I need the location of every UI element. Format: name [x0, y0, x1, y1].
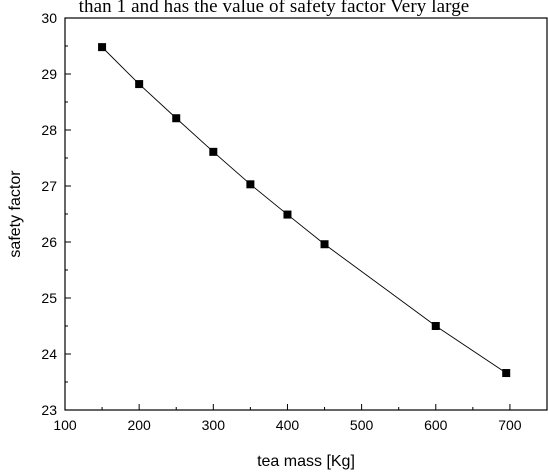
- axis-ticks: [64, 17, 511, 411]
- x-tick-label: 500: [350, 417, 374, 433]
- series-markers: [98, 43, 511, 378]
- series-line: [101, 46, 507, 374]
- data-point: [246, 180, 255, 189]
- y-axis-title: safety factor: [7, 170, 24, 258]
- axis-tick-labels: 100 200 300 400 500 600 700 23 24 25 26 27 28 29 30: [41, 10, 521, 433]
- y-tick-label: 30: [41, 10, 57, 26]
- data-point: [135, 80, 144, 89]
- plot-area-frame: [64, 17, 548, 411]
- y-tick-label: 26: [41, 234, 57, 250]
- y-tick-label: 24: [41, 346, 57, 362]
- data-point: [502, 369, 511, 378]
- x-tick-label: 400: [276, 417, 300, 433]
- clipped-header-text: than 1 and has the value of safety facto…: [78, 0, 470, 17]
- y-tick-label: 27: [41, 178, 57, 194]
- x-tick-label: 200: [127, 417, 151, 433]
- data-point: [320, 240, 329, 249]
- x-axis-title: tea mass [Kg]: [257, 453, 355, 470]
- x-tick-label: 700: [498, 417, 522, 433]
- y-tick-label: 28: [41, 122, 57, 138]
- data-point: [172, 114, 181, 123]
- data-point: [283, 210, 292, 219]
- data-point: [209, 147, 218, 156]
- x-tick-label: 300: [202, 417, 226, 433]
- y-tick-label: 25: [41, 290, 57, 306]
- x-tick-label: 600: [424, 417, 448, 433]
- x-tick-label: 100: [53, 417, 77, 433]
- y-tick-label: 23: [41, 402, 57, 418]
- y-tick-label: 29: [41, 66, 57, 82]
- data-point: [431, 322, 440, 330]
- data-point: [98, 43, 107, 52]
